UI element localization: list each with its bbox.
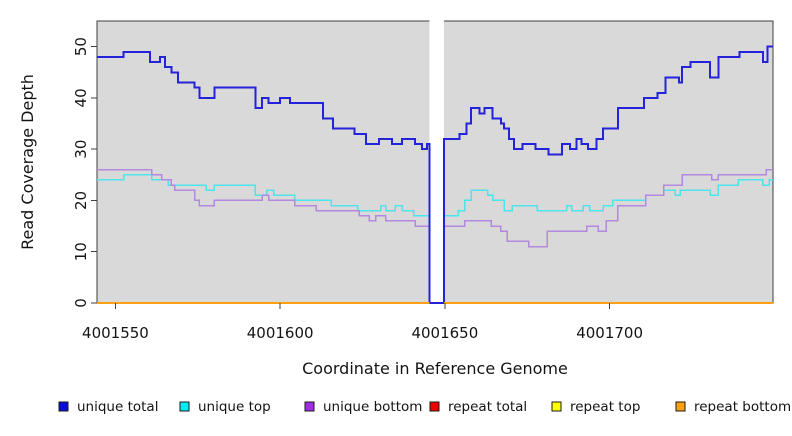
legend-swatch-unique-total: [58, 401, 69, 412]
y-tick-label: 40: [72, 88, 90, 107]
legend-swatch-unique-top: [179, 401, 190, 412]
legend-label-unique-top: unique top: [198, 399, 271, 415]
y-tick-label: 0: [72, 298, 90, 308]
legend-swatch-repeat-total: [429, 401, 440, 412]
series-line-unique-top: [97, 174, 773, 304]
x-axis-title: Coordinate in Reference Genome: [302, 359, 568, 378]
axis-ticks: 4001550 4001600 4001650 4001700 0 10 20 30 40 50: [72, 37, 643, 342]
chart-legend: unique total unique top unique bottom repea…: [58, 399, 791, 415]
x-tick-label: 4001700: [576, 324, 643, 342]
legend-item-unique-total: unique total: [58, 399, 158, 415]
legend-swatch-unique-bottom: [304, 401, 315, 412]
x-tick-label: 4001600: [247, 324, 314, 342]
legend-label-repeat-total: repeat total: [448, 399, 527, 415]
legend-swatch-repeat-bottom: [675, 401, 686, 412]
y-tick-label: 20: [72, 191, 90, 210]
x-tick-label: 4001650: [411, 324, 478, 342]
legend-item-repeat-bottom: repeat bottom: [675, 399, 791, 415]
series-line-unique-total: [97, 45, 773, 304]
legend-item-unique-bottom: unique bottom: [304, 399, 422, 415]
legend-swatch-repeat-top: [551, 401, 562, 412]
legend-label-repeat-top: repeat top: [570, 399, 640, 415]
legend-item-repeat-top: repeat top: [551, 399, 640, 415]
legend-label-repeat-bottom: repeat bottom: [694, 399, 791, 415]
legend-item-repeat-total: repeat total: [429, 399, 527, 415]
legend-item-unique-top: unique top: [179, 399, 271, 415]
legend-label-unique-total: unique total: [77, 399, 158, 415]
y-tick-label: 30: [72, 140, 90, 159]
y-tick-label: 10: [72, 242, 90, 261]
legend-label-unique-bottom: unique bottom: [323, 399, 422, 415]
y-axis-title: Read Coverage Depth: [18, 74, 37, 250]
x-tick-label: 4001550: [82, 324, 149, 342]
coverage-gap-band: [429, 19, 444, 304]
plot-area: [96, 19, 774, 304]
y-tick-label: 50: [72, 37, 90, 56]
